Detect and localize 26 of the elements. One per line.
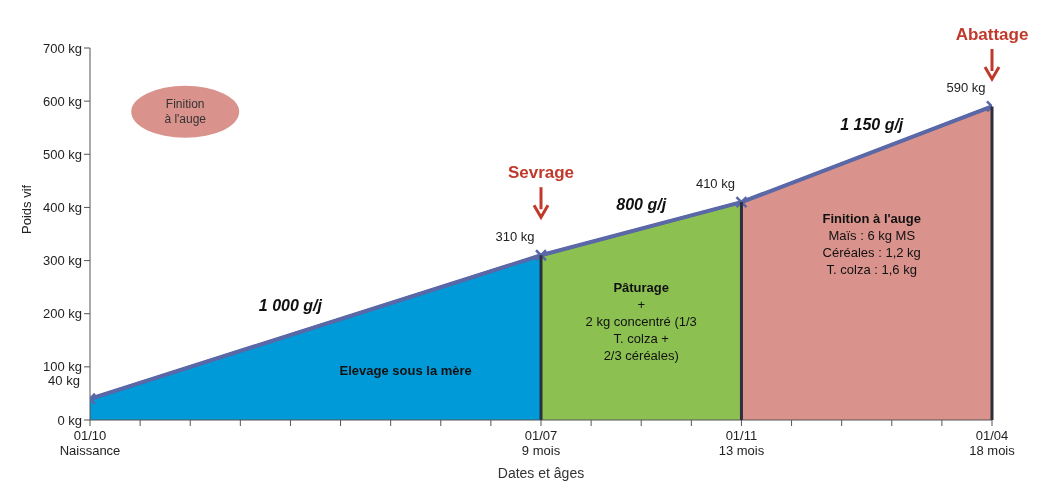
annotation: 1 000 g/j	[258, 297, 323, 315]
x-tick-label: 01/07 9 mois	[521, 428, 561, 458]
data-label: 310 kg	[495, 229, 535, 245]
y-tick-label: 100 kg	[42, 359, 82, 375]
y-tick-label: 700 kg	[42, 40, 82, 56]
x-axis-title: Dates et âges	[497, 465, 585, 481]
annotation: Finition à l'auge	[164, 96, 207, 126]
y-tick-label: 500 kg	[42, 146, 82, 162]
annotation: 1 150 g/j	[840, 116, 904, 134]
y-tick-label: 400 kg	[42, 200, 82, 216]
annotation: Elevage sous la mère	[339, 362, 472, 378]
x-tick-label: 01/04 18 mois	[969, 428, 1016, 458]
annotation: 800 g/j	[616, 196, 667, 214]
y-tick-label: 200 kg	[42, 306, 82, 322]
y-tick-label: 600 kg	[42, 93, 82, 109]
data-label: 590 kg	[946, 80, 986, 96]
x-tick-label: 01/11 13 mois	[718, 428, 765, 458]
data-label: 410 kg	[695, 176, 735, 192]
y-tick-label: 0 kg	[57, 412, 82, 428]
y-tick-label: 300 kg	[42, 253, 82, 269]
x-tick-label: 01/10 Naissance	[59, 428, 121, 458]
annotation: Sevrage	[507, 163, 575, 183]
annotation: Pâturage + 2 kg concentré (1/3 T. colza + 2/3 céréales)	[585, 280, 697, 364]
y-axis-title: Poids vif	[18, 184, 34, 234]
text: Abattage	[955, 25, 1029, 45]
annotation: Finition à l'auge Maïs : 6 kg MS Céréales : 1,2 kg T. colza : 1,6 kg	[822, 211, 921, 278]
